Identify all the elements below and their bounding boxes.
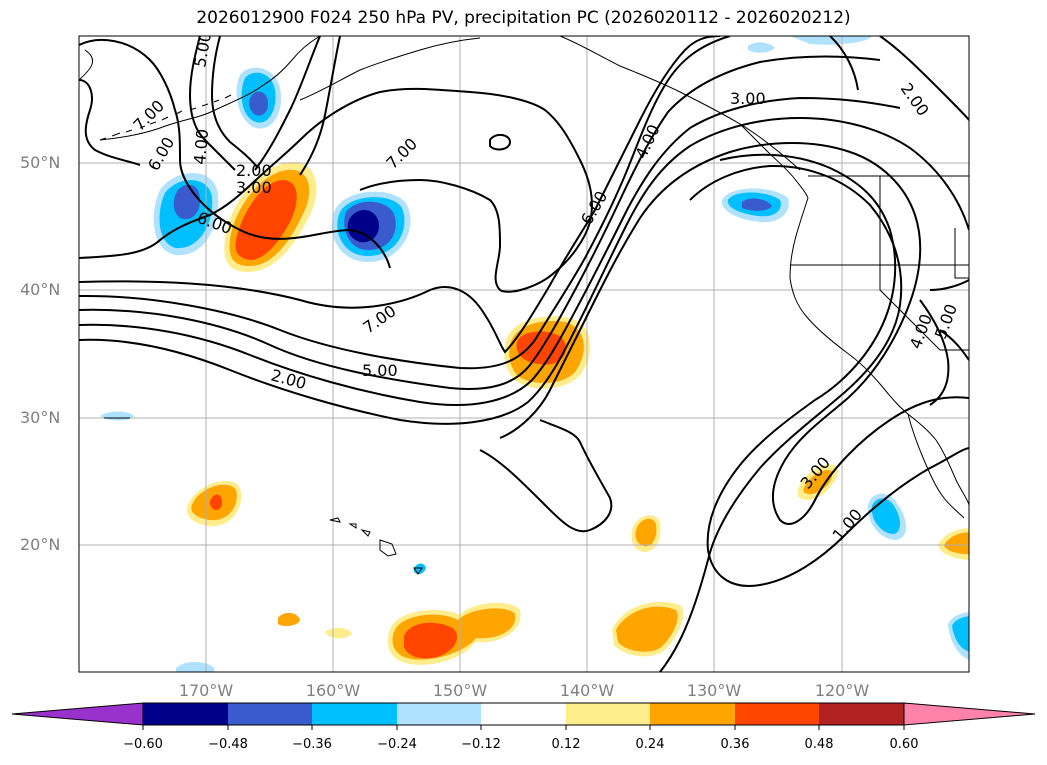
pv-contour [299, 36, 341, 176]
precip-positive-area [803, 469, 833, 494]
colorbar-tick-label: −0.24 [377, 737, 417, 752]
map-gridlines [79, 36, 969, 672]
bc-coast [739, 123, 809, 199]
precip-negative-area [414, 563, 426, 575]
precip-negative-area [347, 209, 379, 243]
colorbar-tick-label: −0.48 [208, 737, 248, 752]
alaska-coast [79, 36, 321, 141]
colorbar-outline [142, 702, 905, 726]
precip-negative-area [748, 42, 775, 53]
colorbar-tick-label: −0.60 [123, 737, 163, 752]
pv-contour [188, 36, 236, 171]
precip-positive-area [635, 518, 657, 547]
colorbar [11, 702, 1036, 730]
colorbar-extend-high [903, 702, 1036, 726]
precip-negative-area [871, 498, 900, 534]
contour-label: 3.00 [236, 178, 272, 197]
precip-negative-area [249, 91, 268, 116]
precip-positive-area [278, 612, 300, 627]
precip-positive-area [209, 494, 222, 510]
colorbar-bin [650, 703, 735, 725]
colorbar-tick-label: −0.12 [461, 737, 501, 752]
contour-label: 4.00 [190, 128, 212, 165]
contour-label: 5.00 [362, 361, 398, 380]
colorbar-bin [397, 703, 481, 725]
hawaii-islands [329, 517, 423, 575]
map-frame [78, 35, 970, 673]
pv-contours [79, 36, 969, 672]
precip-positive-area [944, 532, 969, 555]
lon-label-140w: 140°W [559, 681, 615, 700]
lat-label-50n: 50°N [20, 153, 61, 172]
colorbar-tick-label: −0.36 [292, 737, 332, 752]
pv-contour [79, 55, 881, 390]
map-plot-area: 7.00 6.00 5.00 4.00 2.00 3.00 6.00 7.00 … [79, 36, 969, 672]
pv-contour [79, 79, 141, 166]
colorbar-tick-label: 0.60 [889, 737, 919, 752]
colorbar-bin [735, 703, 819, 725]
lon-label-150w: 150°W [432, 681, 488, 700]
precip-positive-area [616, 606, 678, 652]
colorbar-extend-low [11, 702, 144, 726]
aleutian-islands [99, 94, 232, 141]
colorbar-tick-label: 0.48 [804, 737, 834, 752]
colorbar-tick-label: 0.24 [635, 737, 665, 752]
contour-label: 2.00 [236, 161, 272, 180]
colorbar-bin [228, 703, 312, 725]
state-borders [790, 176, 969, 351]
pv-contour [659, 164, 903, 672]
lat-label-40n: 40°N [20, 280, 61, 299]
colorbar-bin [143, 703, 228, 725]
pv-contour [489, 134, 512, 151]
pv-contour [79, 36, 731, 370]
lon-label-170w: 170°W [178, 681, 234, 700]
colorbar-tick-label: 0.12 [551, 737, 581, 752]
precip-negative-area [790, 36, 872, 45]
pv-contour [499, 142, 969, 525]
pv-contour [79, 116, 969, 425]
pv-contour [254, 36, 321, 171]
colorbar-bin [481, 703, 566, 725]
lon-label-120w: 120°W [814, 681, 870, 700]
lat-label-20n: 20°N [20, 535, 61, 554]
precip-positive-area [235, 180, 297, 260]
colorbar-tick-label: 0.36 [720, 737, 750, 752]
colorbar-bin [819, 703, 904, 725]
alaska-mainland-coast [299, 36, 801, 171]
map-title: 2026012900 F024 250 hPa PV, precipitatio… [196, 8, 851, 28]
lat-label-30n: 30°N [20, 408, 61, 427]
contour-label: 3.00 [730, 89, 766, 108]
precip-negative-area [742, 198, 772, 211]
precip-positive-area [325, 627, 352, 639]
pv-contour [79, 87, 593, 293]
precip-negative-area [176, 662, 214, 672]
precip-negative-area [952, 616, 969, 652]
pv-contour [210, 36, 259, 169]
pv-contour [79, 96, 901, 407]
precip-positive-area [404, 622, 458, 659]
precip-shading [100, 36, 969, 672]
pv-contour [79, 36, 721, 354]
lon-label-160w: 160°W [305, 681, 361, 700]
colorbar-bin [312, 703, 397, 725]
pv-contour [706, 153, 969, 587]
colorbar-bin [566, 703, 650, 725]
lon-label-130w: 130°W [686, 681, 742, 700]
pv-contour [829, 36, 969, 121]
pv-contour [919, 279, 969, 406]
baja-peninsula [907, 413, 965, 519]
pv-contour [479, 419, 613, 533]
pv-contour [79, 39, 391, 269]
